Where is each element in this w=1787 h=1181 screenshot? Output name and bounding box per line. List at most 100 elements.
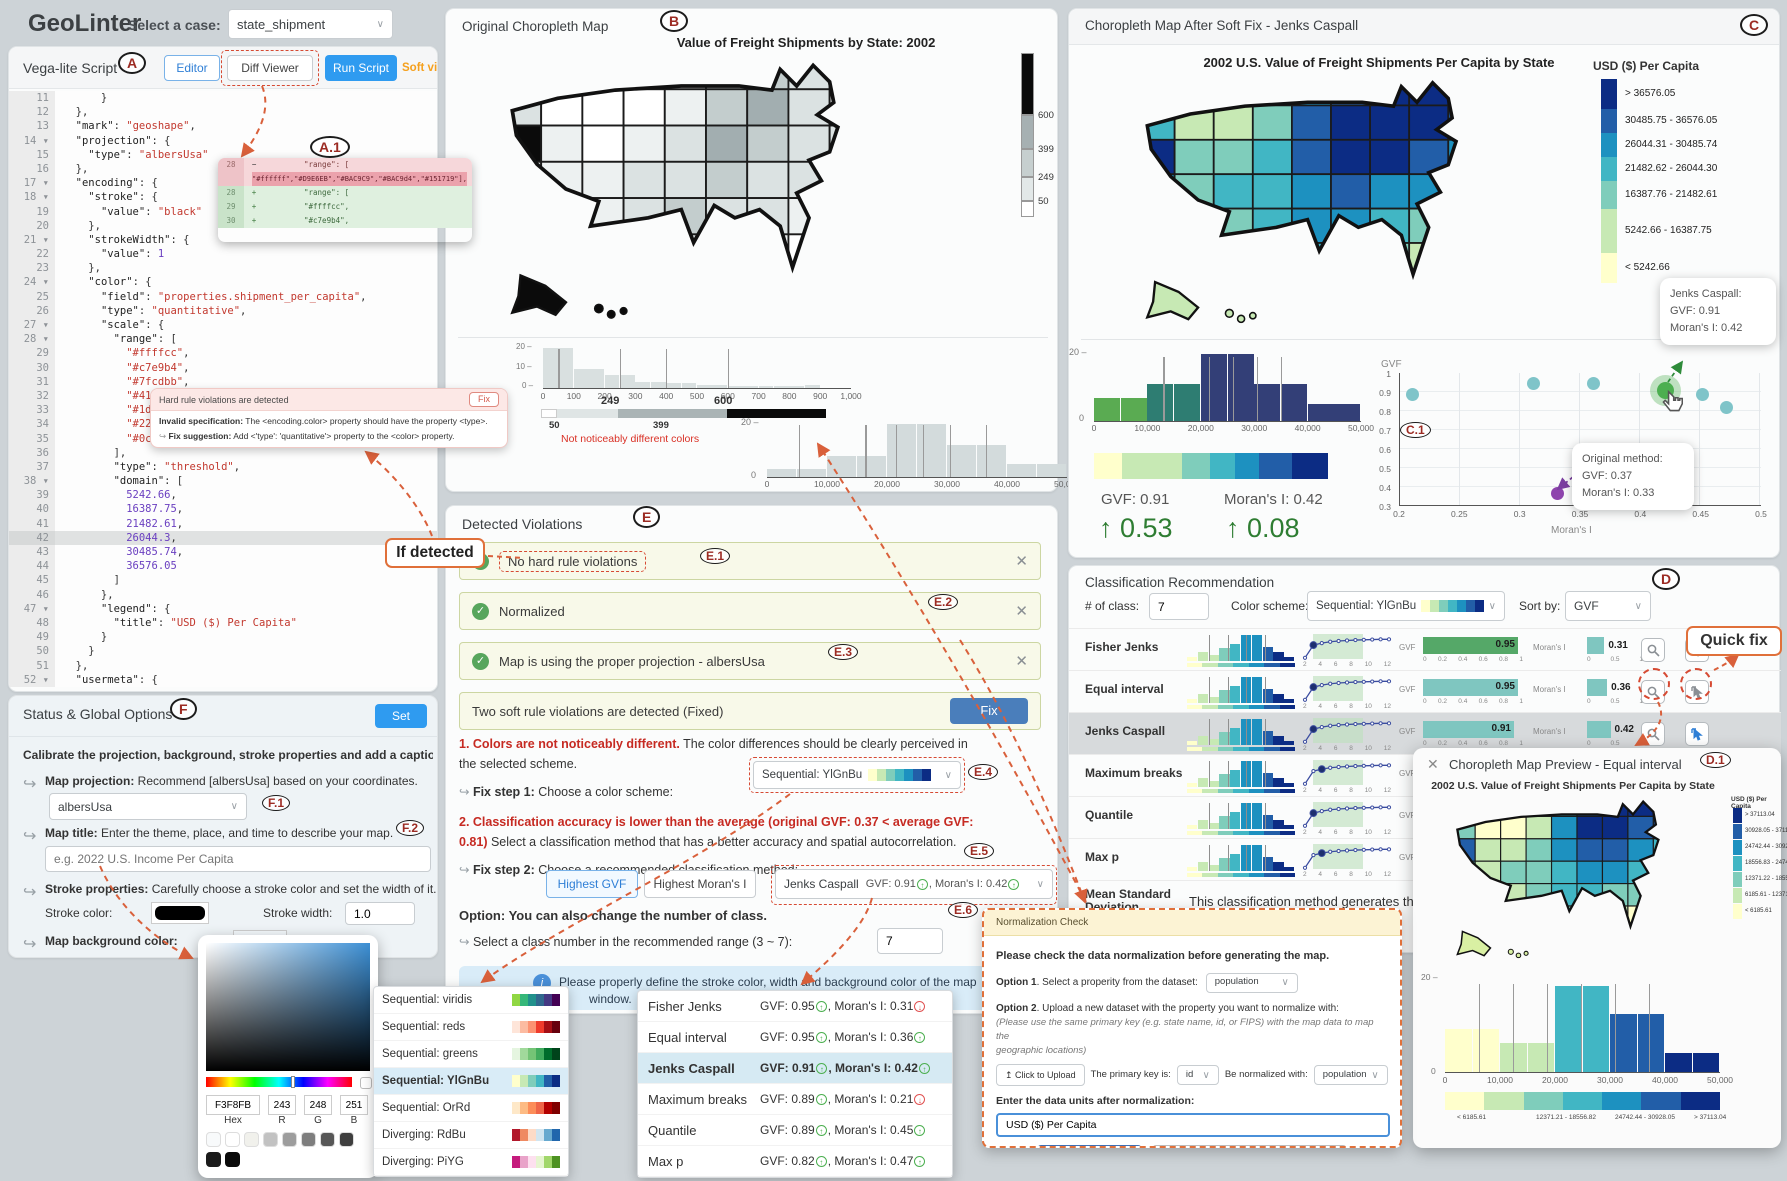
code-line[interactable]: 16 }, <box>9 161 437 177</box>
units-input[interactable] <box>996 1113 1390 1137</box>
fixed-us-map[interactable] <box>1091 71 1571 329</box>
scatter-point[interactable] <box>1406 387 1420 401</box>
code-line[interactable]: 46 }, <box>9 587 437 602</box>
scheme-option[interactable]: Sequential: reds <box>374 1014 568 1041</box>
code-line[interactable]: 21 ▾ "strokeWidth": { <box>9 232 437 248</box>
code-line[interactable]: 18 ▾ "stroke": { <box>9 190 437 205</box>
scheme-option[interactable]: Sequential: YlGnBu <box>374 1068 568 1095</box>
code-line[interactable]: 47 ▾ "legend": { <box>9 601 437 616</box>
magnifier-icon[interactable] <box>1641 638 1665 662</box>
color-swatch[interactable] <box>339 1132 354 1147</box>
code-line[interactable]: 42 26044.3, <box>9 530 437 545</box>
g-input[interactable] <box>304 1095 332 1115</box>
method-select[interactable]: Jenks Caspall GVF: 0.91 ↑ , Moran's I: 0… <box>775 869 1053 899</box>
b-input[interactable] <box>340 1095 368 1115</box>
soft-fix-button[interactable]: Fix <box>950 698 1028 724</box>
classification-row[interactable]: Equal interval 2 4 6 8 10 12 GVF 0.95 0 0.2 0.4 0.6 0… <box>1069 670 1781 712</box>
code-line[interactable]: 11 } <box>9 91 437 106</box>
scatter-point[interactable] <box>1526 376 1540 390</box>
primary-key-select[interactable]: id ∨ <box>1176 1065 1219 1086</box>
close-icon[interactable]: ✕ <box>1015 653 1028 670</box>
hex-input[interactable] <box>206 1095 260 1115</box>
cursor-select-icon[interactable] <box>1685 722 1709 746</box>
color-swatch[interactable] <box>320 1132 335 1147</box>
code-line[interactable]: 45 ] <box>9 573 437 588</box>
color-swatch[interactable] <box>301 1132 316 1147</box>
method-option[interactable]: Jenks Caspall GVF: 0.91 ↑, Moran's I: 0.42… <box>638 1053 952 1084</box>
run-script-button[interactable]: Run Script <box>325 55 397 81</box>
scheme-option[interactable]: Diverging: PiYG <box>374 1149 568 1176</box>
code-line[interactable]: 49 } <box>9 630 437 645</box>
num-class-input[interactable] <box>1149 593 1209 620</box>
highest-moran-button[interactable]: Highest Moran's I <box>644 870 756 898</box>
code-line[interactable]: 17 ▾ "encoding": { <box>9 176 437 191</box>
method-option[interactable]: Max p GVF: 0.82 ↑, Moran's I: 0.47 ↑ <box>638 1146 952 1177</box>
color-swatch[interactable] <box>206 1132 221 1147</box>
method-option[interactable]: Quantile GVF: 0.89 ↑, Moran's I: 0.45 ↑ <box>638 1115 952 1146</box>
close-icon[interactable]: ✕ <box>1427 756 1439 772</box>
code-line[interactable]: 31 "#7fcdbb", <box>9 374 437 389</box>
color-swatch[interactable] <box>244 1132 259 1147</box>
color-swatch[interactable] <box>225 1152 240 1167</box>
code-line[interactable]: 51 }, <box>9 658 437 673</box>
close-icon[interactable]: ✕ <box>1015 603 1028 620</box>
diff-viewer-tab[interactable]: Diff Viewer <box>227 55 313 81</box>
scheme-option[interactable]: Sequential: OrRd <box>374 1095 568 1122</box>
code-line[interactable]: 23 }, <box>9 261 437 276</box>
method-option[interactable]: Maximum breaks GVF: 0.89 ↑, Moran's I: 0.2… <box>638 1084 952 1115</box>
scatter-point-original[interactable] <box>1550 486 1564 500</box>
normalize-data-button[interactable]: Normalize the Data <box>1037 1145 1143 1146</box>
scheme-option[interactable]: Sequential: greens <box>374 1041 568 1068</box>
highest-gvf-button[interactable]: Highest GVF <box>546 870 638 898</box>
saturation-area[interactable] <box>206 943 370 1071</box>
code-line[interactable]: 14 ▾ "projection": { <box>9 133 437 148</box>
code-line[interactable]: 20 }, <box>9 218 437 233</box>
code-line[interactable]: 44 36576.05 <box>9 559 437 574</box>
scatter-point[interactable] <box>1587 376 1601 390</box>
code-line[interactable]: 48 "title": "USD ($) Per Capita" <box>9 615 437 631</box>
code-line[interactable]: 15 "type": "albersUsa" <box>9 147 437 162</box>
method-option[interactable]: Equal interval GVF: 0.95 ↑, Moran's I: 0.3… <box>638 1022 952 1053</box>
sort-select[interactable]: GVF ∨ <box>1565 591 1651 621</box>
upload-button[interactable]: ↥ Click to Upload <box>996 1064 1085 1087</box>
magnifier-icon[interactable] <box>1641 722 1665 746</box>
stroke-width-input[interactable] <box>345 902 415 925</box>
scatter-point[interactable] <box>1695 387 1709 401</box>
scheme-select-d[interactable]: Sequential: YlGnBu ∨ <box>1307 591 1505 621</box>
property-select[interactable]: population ∨ <box>1205 972 1298 993</box>
code-line[interactable]: 12 }, <box>9 105 437 120</box>
r-input[interactable] <box>268 1095 296 1115</box>
code-line[interactable]: 28 ▾ "range": [ <box>9 332 437 347</box>
code-line[interactable]: 36 ], <box>9 445 437 460</box>
color-swatch[interactable] <box>225 1132 240 1147</box>
close-icon[interactable]: ✕ <box>1015 553 1028 570</box>
code-line[interactable]: 29 "#ffffcc", <box>9 346 437 361</box>
color-swatch[interactable] <box>263 1132 278 1147</box>
color-swatch[interactable] <box>206 1152 221 1167</box>
map-title-input[interactable] <box>45 846 431 872</box>
code-line[interactable]: 50 } <box>9 644 437 659</box>
color-scheme-select[interactable]: Sequential: YlGnBu ∨ <box>753 761 961 789</box>
projection-select[interactable]: albersUsa ∨ <box>49 793 247 820</box>
code-line[interactable]: 27 ▾ "scale": { <box>9 318 437 333</box>
classification-row[interactable]: Jenks Caspall 2 4 6 8 10 12 GVF 0.91 0 0.2 0.4 0.6 0.… <box>1069 712 1781 754</box>
code-line[interactable]: 22 "value": 1 <box>9 247 437 262</box>
code-line[interactable]: 24 ▾ "color": { <box>9 275 437 290</box>
scheme-option[interactable]: Diverging: RdBu <box>374 1122 568 1149</box>
code-line[interactable]: 38 ▾ "domain": [ <box>9 474 437 489</box>
skip-normalize-button[interactable]: Skip, Data has already been normalized <box>1152 1145 1347 1146</box>
set-button[interactable]: Set <box>375 704 427 728</box>
hue-slider[interactable] <box>206 1076 352 1088</box>
method-option[interactable]: Fisher Jenks GVF: 0.95 ↑, Moran's I: 0.31 ↓ <box>638 991 952 1022</box>
code-line[interactable]: 26 "type": "quantitative", <box>9 303 437 318</box>
original-us-map[interactable] <box>471 53 941 325</box>
scatter-point[interactable] <box>1719 401 1733 415</box>
scheme-option[interactable]: Sequential: viridis <box>374 987 568 1014</box>
code-line[interactable]: 43 30485.74, <box>9 545 437 560</box>
code-line[interactable]: 19 "value": "black" <box>9 204 437 219</box>
code-line[interactable]: 39 5242.66, <box>9 488 437 503</box>
code-line[interactable]: 40 16387.75, <box>9 502 437 517</box>
class-number-input[interactable] <box>877 928 943 954</box>
code-line[interactable]: 30 "#c7e9b4", <box>9 360 437 375</box>
editor-tab[interactable]: Editor <box>164 55 220 81</box>
